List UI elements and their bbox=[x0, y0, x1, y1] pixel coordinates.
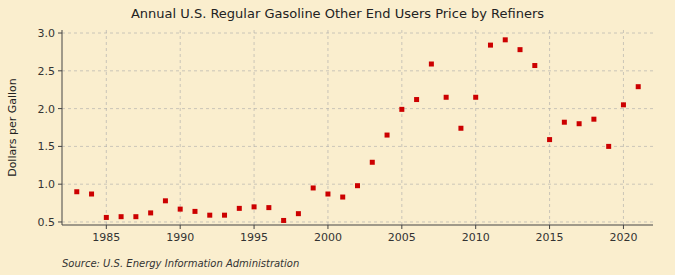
point bbox=[237, 206, 242, 211]
tick-y bbox=[58, 70, 62, 71]
tick-label-x: 2015 bbox=[536, 231, 564, 244]
grid-line-y bbox=[62, 70, 653, 71]
point bbox=[429, 62, 434, 67]
tick-label-x: 1995 bbox=[240, 231, 268, 244]
grid-line-y bbox=[62, 33, 653, 34]
point bbox=[518, 47, 523, 52]
grid-line-x bbox=[623, 30, 624, 225]
grid-line-x bbox=[401, 30, 402, 225]
chart: 1985 1990 1995 2000 2005 2010 2015 2020 0.5 1.0 1.… bbox=[0, 0, 675, 275]
point bbox=[266, 205, 271, 210]
y-axis-label: Dollars per Gallon bbox=[6, 78, 19, 177]
point bbox=[355, 183, 360, 188]
tick-label-y: 1.5 bbox=[38, 140, 56, 153]
tick-label-y: 1.0 bbox=[38, 178, 56, 191]
point bbox=[636, 84, 641, 89]
tick-label-y: 2.0 bbox=[38, 103, 56, 116]
point bbox=[591, 117, 596, 122]
point bbox=[207, 213, 212, 218]
point bbox=[74, 189, 79, 194]
point bbox=[399, 107, 404, 112]
point bbox=[119, 214, 124, 219]
background bbox=[0, 0, 675, 275]
point bbox=[133, 214, 138, 219]
point bbox=[444, 95, 449, 100]
point bbox=[385, 133, 390, 138]
tick-x bbox=[549, 225, 550, 229]
tick-x bbox=[254, 225, 255, 229]
points bbox=[74, 37, 640, 223]
tick-label-x: 2000 bbox=[314, 231, 342, 244]
point bbox=[606, 144, 611, 149]
tick-label-x: 2005 bbox=[388, 231, 416, 244]
point bbox=[222, 213, 227, 218]
point bbox=[562, 120, 567, 125]
tick-x bbox=[623, 225, 624, 229]
grid-line-x bbox=[549, 30, 550, 225]
point bbox=[296, 211, 301, 216]
tick-label-x: 1990 bbox=[166, 231, 194, 244]
point bbox=[178, 207, 183, 212]
point bbox=[458, 126, 463, 131]
axis-y bbox=[62, 30, 63, 225]
point bbox=[473, 95, 478, 100]
tick-label-y: 0.5 bbox=[38, 216, 56, 229]
point bbox=[503, 37, 508, 42]
tick-label-y: 3.0 bbox=[38, 27, 56, 40]
point bbox=[252, 204, 257, 209]
point bbox=[163, 198, 168, 203]
point bbox=[325, 192, 330, 197]
tick-x bbox=[475, 225, 476, 229]
grid-line-x bbox=[180, 30, 181, 225]
point bbox=[414, 97, 419, 102]
tick-x bbox=[327, 225, 328, 229]
grid-line-y bbox=[62, 221, 653, 222]
point bbox=[148, 210, 153, 215]
axis-x bbox=[62, 225, 653, 226]
tick-label-x: 1985 bbox=[92, 231, 120, 244]
point bbox=[547, 137, 552, 142]
grid-line-x bbox=[254, 30, 255, 225]
grid bbox=[62, 30, 653, 225]
point bbox=[370, 160, 375, 165]
tick-y bbox=[58, 108, 62, 109]
tick-label-y: 2.5 bbox=[38, 65, 56, 78]
point bbox=[340, 195, 345, 200]
tick-y bbox=[58, 146, 62, 147]
point bbox=[192, 209, 197, 214]
grid-line-x bbox=[475, 30, 476, 225]
title: Annual U.S. Regular Gasoline Other End U… bbox=[131, 6, 544, 21]
point bbox=[104, 215, 109, 220]
point bbox=[281, 218, 286, 223]
tick-x bbox=[180, 225, 181, 229]
point bbox=[532, 63, 537, 68]
point bbox=[311, 185, 316, 190]
tick-label-x: 2020 bbox=[609, 231, 637, 244]
tick-label-x: 2010 bbox=[462, 231, 490, 244]
tick-y bbox=[58, 184, 62, 185]
grid-line-y bbox=[62, 108, 653, 109]
grid-line-y bbox=[62, 146, 653, 147]
source-note: Source: U.S. Energy Information Administ… bbox=[62, 258, 299, 269]
point bbox=[488, 43, 493, 48]
axes: 1985 1990 1995 2000 2005 2010 2015 2020 0.5 1.0 1.… bbox=[38, 27, 654, 244]
tick-x bbox=[401, 225, 402, 229]
tick-x bbox=[106, 225, 107, 229]
point bbox=[89, 192, 94, 197]
grid-line-x bbox=[106, 30, 107, 225]
tick-y bbox=[58, 221, 62, 222]
tick-y bbox=[58, 33, 62, 34]
point bbox=[621, 102, 626, 107]
point bbox=[577, 121, 582, 126]
